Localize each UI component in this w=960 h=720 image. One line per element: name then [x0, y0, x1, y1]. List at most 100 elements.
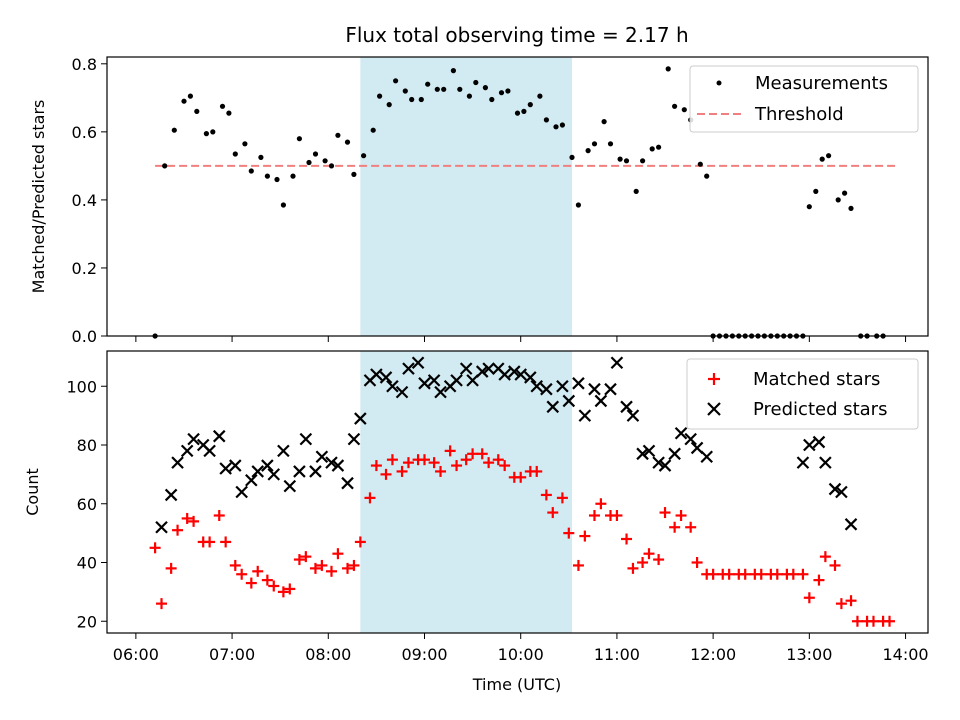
bottom-y-tick-label: 80	[77, 436, 97, 455]
predicted-star-point-b	[196, 438, 210, 452]
top-x-ticks	[135, 336, 907, 342]
measurement-point	[306, 159, 312, 166]
predicted-star-point-b	[212, 429, 226, 443]
predicted-star-point	[427, 374, 441, 387]
measurement-point	[640, 158, 646, 164]
predicted-star-point-b	[459, 362, 473, 375]
legend-matched-label: Matched stars	[753, 369, 880, 390]
measurement-point	[514, 110, 521, 116]
measurement-point	[441, 86, 447, 92]
matched-star-point	[188, 515, 200, 527]
predicted-star-point	[668, 447, 681, 461]
top-panel-ratio: 0.00.20.40.60.8 Matched/Predicted stars …	[29, 55, 929, 346]
measurement-point	[498, 90, 505, 96]
measurement-point	[527, 102, 533, 108]
measurement-point	[402, 88, 408, 94]
predicted-star-point	[347, 432, 361, 446]
predicted-star-point-b	[331, 459, 345, 472]
matched-star-point	[829, 559, 841, 571]
matched-star-point	[428, 457, 440, 469]
measurement-point	[344, 139, 351, 145]
predicted-star-point	[386, 379, 399, 393]
measurement-point	[361, 153, 367, 159]
predicted-star-point-b	[155, 520, 168, 534]
predicted-star-point	[379, 371, 393, 384]
predicted-star-point	[341, 476, 354, 490]
predicted-star-point	[315, 450, 329, 464]
predicted-star-point	[556, 379, 569, 393]
measurement-point	[482, 85, 488, 91]
matched-star-point	[316, 559, 328, 571]
predicted-star-point-b	[309, 465, 322, 478]
matched-star-point	[277, 586, 289, 598]
measurement-point	[505, 88, 511, 94]
predicted-star-point	[459, 362, 473, 375]
predicted-star-point-b	[370, 368, 383, 381]
matched-star-point	[483, 457, 495, 469]
matched-star-point	[284, 583, 296, 595]
predicted-star-point	[411, 356, 425, 370]
predicted-star-point	[229, 459, 242, 472]
measurement-point	[591, 141, 598, 147]
measurement-point	[623, 158, 630, 164]
measurement-point	[242, 141, 248, 147]
predicted-star-point	[610, 356, 624, 370]
matched-star-point	[755, 568, 767, 580]
predicted-star-point	[652, 456, 665, 469]
x-axis-label: Time (UTC)	[472, 675, 561, 694]
matched-star-point	[547, 507, 559, 519]
predicted-star-point	[187, 432, 200, 446]
matched-star-point	[435, 465, 447, 477]
top-y-axis-label: Matched/Predicted stars	[29, 100, 48, 294]
predicted-star-point-b	[700, 450, 713, 464]
predicted-star-point	[572, 377, 585, 390]
predicted-star-point-b	[475, 365, 489, 378]
measurement-point	[569, 154, 575, 160]
bottom-y-tick-label: 100	[66, 377, 97, 396]
measurement-point	[489, 96, 495, 103]
legend-predicted-label: Predicted stars	[753, 399, 887, 420]
top-y-tick-label: 0.4	[72, 191, 97, 210]
measurement-point	[601, 119, 607, 125]
predicted-star-point-b	[524, 371, 537, 384]
measurement-point	[393, 78, 399, 84]
matched-star-point	[851, 615, 863, 627]
matched-star-point	[451, 460, 463, 472]
x-tick-label: 09:00	[401, 645, 447, 664]
predicted-star-point-b	[427, 374, 441, 387]
measurement-point	[187, 93, 193, 99]
predicted-star-point-b	[411, 356, 425, 370]
measurement-point	[274, 176, 280, 183]
matched-star-point	[268, 580, 280, 592]
measurement-point	[194, 108, 200, 114]
predicted-star-point	[803, 438, 816, 452]
measurement-point	[543, 117, 550, 123]
matched-star-point	[685, 521, 697, 533]
matched-star-point	[354, 536, 366, 548]
predicted-star-point-b	[588, 382, 601, 396]
predicted-star-point-b	[556, 379, 569, 393]
predicted-star-point	[636, 447, 649, 461]
predicted-star-point	[482, 362, 495, 375]
predicted-star-point	[546, 400, 560, 414]
measurement-point	[418, 96, 424, 103]
predicted-star-point-b	[229, 459, 242, 472]
legend-measurements-marker	[716, 80, 722, 86]
predicted-star-point	[219, 462, 232, 475]
predicted-star-point-b	[245, 473, 258, 487]
matched-star-point	[643, 548, 655, 560]
matched-star-point	[691, 557, 703, 568]
top-shaded-interval	[360, 57, 573, 336]
predicted-star-point-b	[819, 456, 832, 469]
matched-star-point	[867, 615, 879, 627]
predicted-star-point-b	[835, 485, 848, 499]
measurement-point	[806, 204, 812, 210]
predicted-star-point	[180, 444, 194, 458]
measurement-point	[377, 93, 383, 99]
x-tick-label: 11:00	[594, 645, 640, 664]
predicted-star-point-b	[203, 444, 216, 458]
predicted-star-point-b	[402, 362, 415, 375]
matched-star-point	[835, 598, 847, 610]
predicted-star-point	[418, 377, 431, 390]
predicted-star-point	[171, 456, 184, 469]
